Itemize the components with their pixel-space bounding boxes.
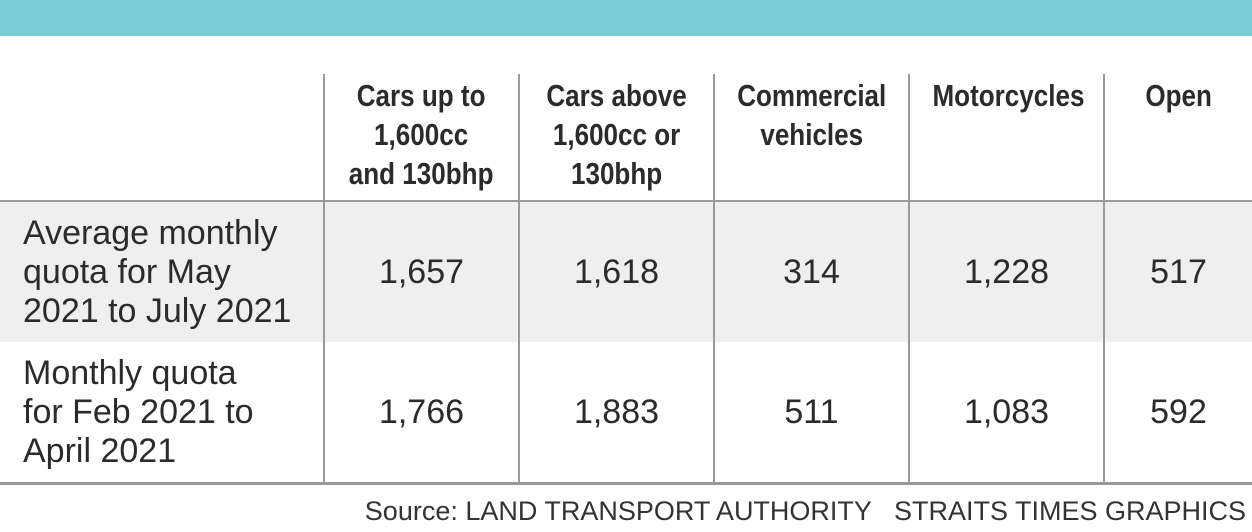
- table-cell: 1,883: [518, 342, 714, 485]
- header-line: Motorcycles: [932, 78, 1085, 113]
- quota-table: Cars up to 1,600cc and 130bhp Cars above…: [0, 74, 1252, 485]
- row-label-line: for Feb 2021 to: [23, 392, 254, 431]
- row-label-line: April 2021: [23, 431, 177, 470]
- column-header-large-cars: Cars above 1,600cc or 130bhp: [518, 74, 714, 201]
- column-header-open: Open: [1103, 74, 1252, 201]
- table-cell: 1,228: [908, 200, 1104, 342]
- header-line: 1,600cc or: [552, 117, 681, 152]
- table-cell: 1,083: [908, 342, 1104, 485]
- table-cell: 1,766: [323, 342, 519, 485]
- top-color-band: [0, 0, 1252, 36]
- header-row: Cars up to 1,600cc and 130bhp Cars above…: [0, 74, 1252, 201]
- column-header-motorcycles: Motorcycles: [908, 74, 1104, 201]
- column-header-small-cars: Cars up to 1,600cc and 130bhp: [323, 74, 519, 201]
- row-label-may-july: Average monthly quota for May 2021 to Ju…: [0, 200, 324, 342]
- header-corner: [0, 74, 324, 201]
- header-line: Open: [1145, 78, 1212, 113]
- header-line: 1,600cc: [374, 117, 469, 152]
- table-cell: 592: [1103, 342, 1252, 485]
- source-text: Source: LAND TRANSPORT AUTHORITY: [364, 496, 872, 526]
- table-row: Average monthly quota for May 2021 to Ju…: [0, 200, 1252, 342]
- table-row: Monthly quota for Feb 2021 to April 2021…: [0, 342, 1252, 485]
- table-cell: 1,618: [518, 200, 714, 342]
- row-label-line: Monthly quota: [23, 353, 237, 392]
- header-line: 130bhp: [570, 156, 663, 191]
- header-line: vehicles: [760, 117, 864, 152]
- header-line: and 130bhp: [349, 156, 494, 191]
- row-label-line: Average monthly: [23, 213, 278, 252]
- row-label-line: 2021 to July 2021: [23, 291, 292, 330]
- credit-text: STRAITS TIMES GRAPHICS: [893, 496, 1246, 526]
- row-label-feb-april: Monthly quota for Feb 2021 to April 2021: [0, 342, 324, 485]
- table-cell: 1,657: [323, 200, 519, 342]
- table-cell: 314: [713, 200, 909, 342]
- header-line: Cars above: [546, 78, 687, 113]
- table-cell: 517: [1103, 200, 1252, 342]
- source-credit-line: Source: LAND TRANSPORT AUTHORITY STRAITS …: [365, 496, 1246, 527]
- column-header-commercial-vehicles: Commercial vehicles: [713, 74, 909, 201]
- table-cell: 511: [713, 342, 909, 485]
- header-line: Commercial: [737, 78, 887, 113]
- row-label-line: quota for May: [23, 252, 231, 291]
- header-line: Cars up to: [357, 78, 486, 113]
